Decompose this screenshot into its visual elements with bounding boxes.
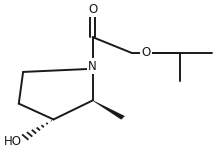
Text: O: O <box>141 46 150 59</box>
Text: HO: HO <box>4 135 22 148</box>
Text: O: O <box>88 3 97 16</box>
Polygon shape <box>92 100 125 120</box>
Text: N: N <box>88 60 97 73</box>
